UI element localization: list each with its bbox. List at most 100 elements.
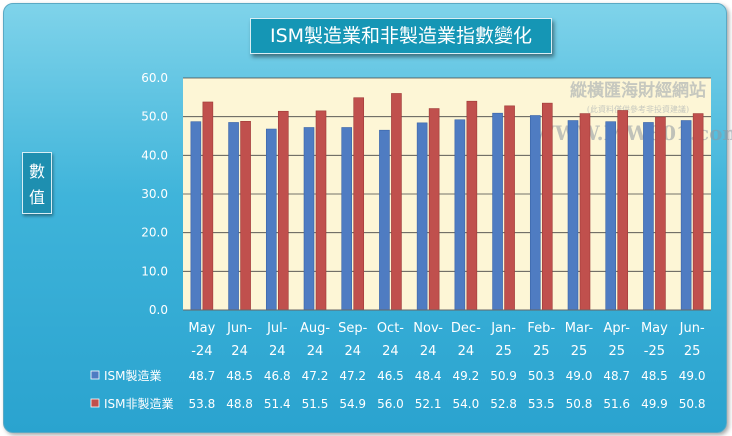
x-tick-label: 25 <box>495 344 512 359</box>
bar-non-manufacturing <box>504 105 515 311</box>
x-tick-label: 24 <box>269 344 286 359</box>
table-value-manufacturing: 46.5 <box>377 369 404 383</box>
bar-manufacturing <box>680 120 692 311</box>
bar-non-manufacturing <box>277 110 289 311</box>
bars <box>190 93 704 311</box>
watermark-subtitle: (此資料僅供參考非投資建議) <box>587 104 689 114</box>
bar-non-manufacturing <box>579 113 591 311</box>
x-tick-label: 25 <box>684 344 701 359</box>
y-tick-labels: 0.0 10.0 20.0 30.0 40.0 50.0 60.0 <box>141 71 168 317</box>
table-value-manufacturing: 48.5 <box>226 369 253 383</box>
x-tick-label: 25 <box>533 344 550 359</box>
table-value-non-manufacturing: 56.0 <box>377 397 404 411</box>
y-tick-label: 0.0 <box>149 303 168 317</box>
table-value-non-manufacturing: 52.8 <box>490 397 517 411</box>
table-value-manufacturing: 48.7 <box>188 369 215 383</box>
table-value-manufacturing: 50.9 <box>490 369 517 383</box>
bar-manufacturing <box>416 122 428 311</box>
bar-manufacturing <box>228 122 239 311</box>
chart-title: ISM製造業和非製造業指數變化 <box>250 18 552 54</box>
table-value-manufacturing: 49.0 <box>679 369 706 383</box>
data-table: 48.7 53.8 48.5 48.8 46.8 51.4 47.2 51.5 47.2 54.9… <box>90 369 706 411</box>
table-value-manufacturing: 48.4 <box>415 369 442 383</box>
table-value-non-manufacturing: 54.0 <box>452 397 479 411</box>
table-value-non-manufacturing: 50.8 <box>566 397 593 411</box>
x-tick-label: Feb- <box>527 321 555 336</box>
x-tick-label: May <box>641 321 668 336</box>
table-value-non-manufacturing: 51.4 <box>264 397 291 411</box>
table-value-manufacturing: 50.3 <box>528 369 555 383</box>
table-value-non-manufacturing: 54.9 <box>339 397 366 411</box>
table-value-manufacturing: 46.8 <box>264 369 291 383</box>
bar-manufacturing <box>643 122 654 311</box>
x-tick-label: May <box>188 321 215 336</box>
y-axis-label-char-1: 數 <box>28 162 45 181</box>
bar-non-manufacturing <box>202 101 214 311</box>
legend-swatch <box>90 370 100 380</box>
x-tick-label: Jul- <box>266 321 288 336</box>
bar-manufacturing <box>454 119 466 311</box>
x-tick-label: 25 <box>571 344 588 359</box>
watermark-title: 縱橫匯海財經網站 <box>570 80 706 101</box>
x-tick-label: -25 <box>644 344 665 359</box>
bar-manufacturing <box>265 128 277 311</box>
bar-non-manufacturing <box>353 97 365 311</box>
legend-label: ISM非製造業 <box>104 397 174 411</box>
y-tick-label: 40.0 <box>141 148 168 162</box>
bar-non-manufacturing <box>692 113 704 311</box>
table-value-manufacturing: 47.2 <box>339 369 366 383</box>
x-tick-label: 24 <box>458 344 475 359</box>
category-labels: May -24 Jun- 24 Jul- 24 Aug- 24 Sep- 24 Oct- 24 Nov-… <box>188 321 705 359</box>
bar-manufacturing <box>303 127 315 311</box>
bar-non-manufacturing <box>617 110 629 311</box>
x-tick-label: Nov- <box>413 321 443 336</box>
bar-manufacturing <box>341 127 353 311</box>
table-value-non-manufacturing: 52.1 <box>415 397 442 411</box>
x-tick-label: Dec- <box>451 321 481 336</box>
x-tick-label: Sep- <box>338 321 368 336</box>
y-tick-label: 50.0 <box>141 110 168 124</box>
legend-swatch <box>90 398 100 408</box>
bar-non-manufacturing <box>428 108 440 311</box>
y-tick-label: 10.0 <box>141 264 168 278</box>
table-value-non-manufacturing: 50.8 <box>679 397 706 411</box>
x-tick-label: 24 <box>420 344 437 359</box>
x-tick-label: 25 <box>608 344 625 359</box>
x-tick-label: Jan- <box>490 321 516 336</box>
y-axis-label: 數 值 <box>22 152 52 214</box>
legend-label: ISM製造業 <box>104 369 162 383</box>
table-value-manufacturing: 49.2 <box>452 369 479 383</box>
table-value-non-manufacturing: 48.8 <box>226 397 253 411</box>
x-tick-label: Oct- <box>377 321 404 336</box>
y-tick-label: 60.0 <box>141 71 168 85</box>
table-value-non-manufacturing: 53.5 <box>528 397 555 411</box>
table-value-manufacturing: 47.2 <box>302 369 329 383</box>
bar-manufacturing <box>529 115 541 311</box>
x-tick-label: Jun- <box>226 321 252 336</box>
bar-non-manufacturing <box>315 110 327 311</box>
y-tick-label: 30.0 <box>141 187 168 201</box>
bar-non-manufacturing <box>541 102 553 311</box>
x-tick-label: Apr- <box>604 321 631 336</box>
table-value-non-manufacturing: 53.8 <box>188 397 215 411</box>
x-tick-label: 24 <box>307 344 324 359</box>
bar-manufacturing <box>605 121 617 311</box>
bar-non-manufacturing <box>466 100 478 311</box>
bar-non-manufacturing <box>391 93 402 311</box>
x-tick-label: 24 <box>231 344 248 359</box>
x-tick-label: Aug- <box>300 321 330 336</box>
bar-non-manufacturing <box>655 116 666 311</box>
y-tick-label: 20.0 <box>141 226 168 240</box>
x-tick-label: Jun- <box>679 321 705 336</box>
bar-manufacturing <box>379 129 390 311</box>
x-tick-label: 24 <box>382 344 399 359</box>
x-tick-label: Mar- <box>565 321 594 336</box>
x-tick-label: 24 <box>344 344 361 359</box>
table-value-non-manufacturing: 51.5 <box>302 397 329 411</box>
table-value-manufacturing: 48.5 <box>641 369 668 383</box>
table-value-manufacturing: 48.7 <box>603 369 630 383</box>
bar-manufacturing <box>492 112 503 311</box>
table-value-non-manufacturing: 49.9 <box>641 397 668 411</box>
bar-manufacturing <box>190 121 202 311</box>
